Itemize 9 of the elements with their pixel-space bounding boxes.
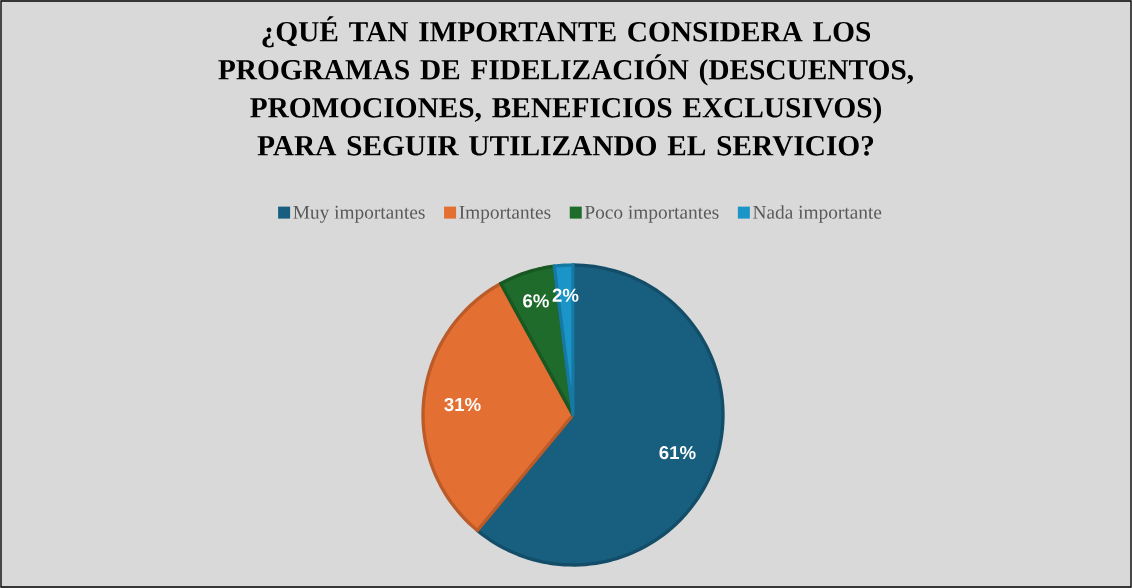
data-label: 31% — [444, 397, 481, 412]
legend-label: Importantes — [459, 205, 551, 223]
legend-label: Muy importantes — [293, 205, 425, 223]
chart-title: ¿QUÉ TAN IMPORTANTE CONSIDERA LOS PROGRAMAS DE FIDELIZACIÓN (DESCUENTOS, PROMOCIONES, BENEFICIOS EXCLUSIVOS) PARA SEGUIR UTILIZANDO EL SERVICIO? — [218, 16, 913, 156]
data-label: 61% — [659, 445, 696, 460]
data-label: 2% — [552, 288, 579, 302]
data-label: 6% — [523, 294, 549, 308]
legend-label: Poco importantes — [584, 205, 719, 223]
legend-label: Nada importante — [753, 205, 882, 223]
